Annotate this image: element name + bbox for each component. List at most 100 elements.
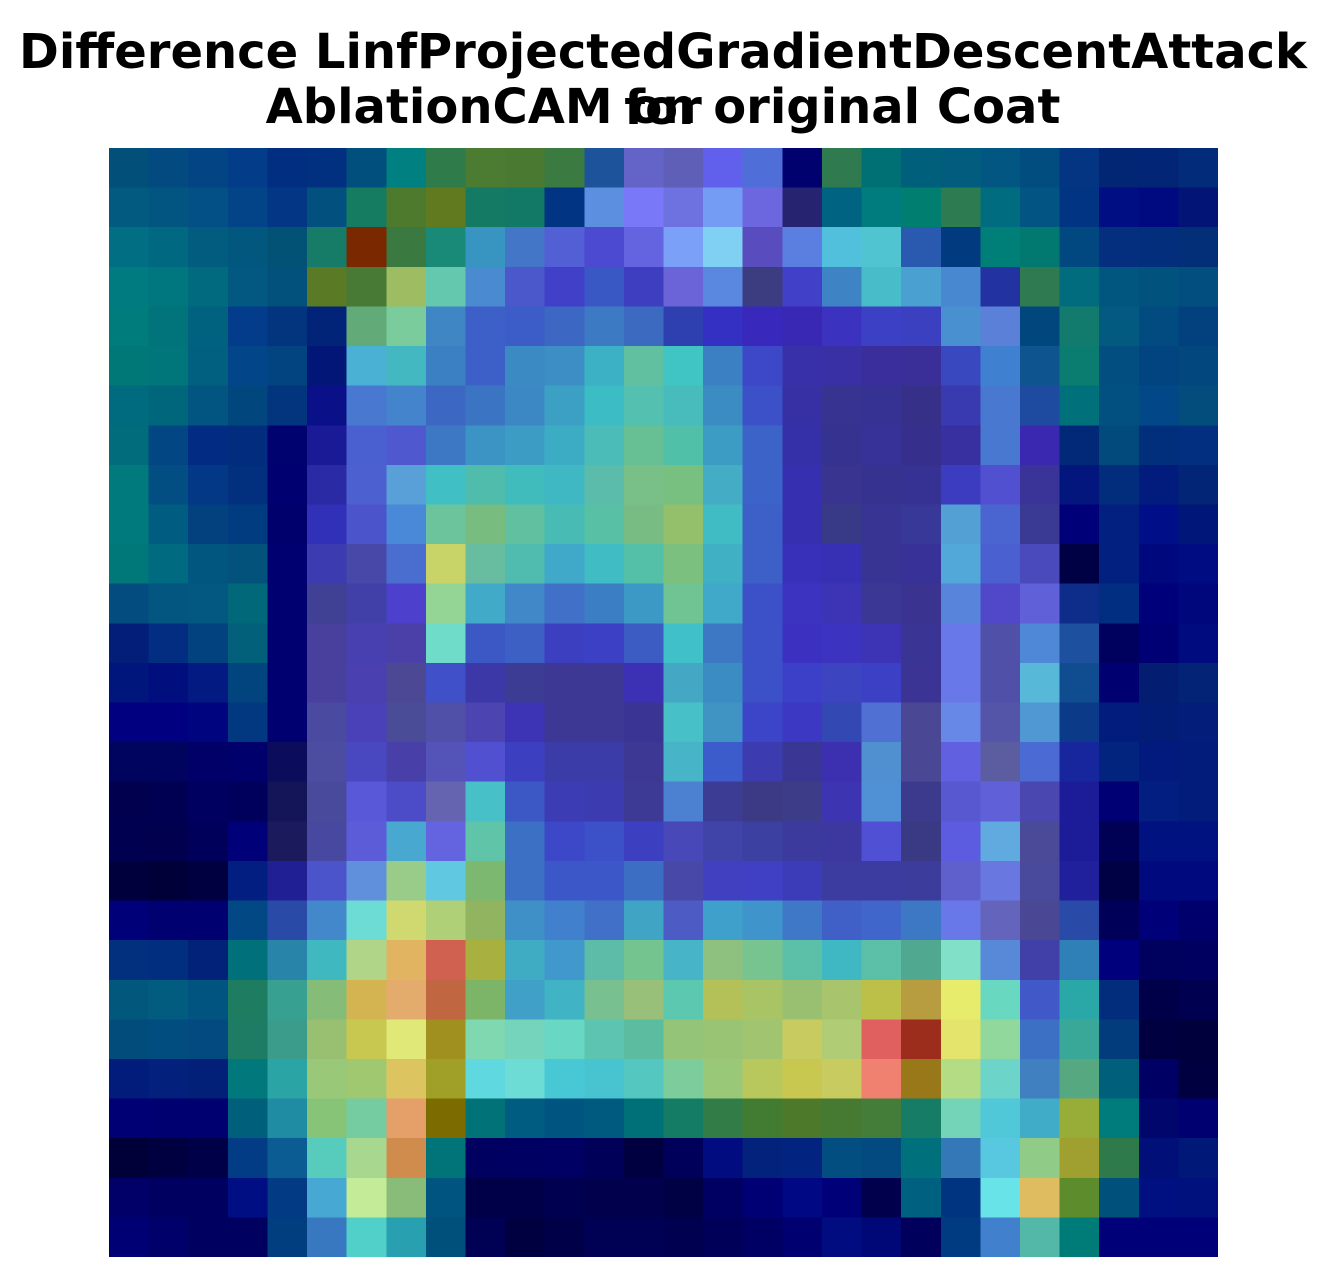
heatmap-cell <box>821 979 863 1020</box>
heatmap-cell <box>940 979 981 1020</box>
heatmap-cell <box>1099 266 1140 308</box>
heatmap-cell <box>1138 821 1179 862</box>
heatmap-cell <box>465 583 506 624</box>
heatmap-cell <box>584 504 625 545</box>
heatmap-cell <box>1059 979 1100 1020</box>
heatmap-cell <box>861 385 902 426</box>
heatmap-cell <box>1059 860 1100 902</box>
heatmap-cell <box>703 821 744 862</box>
heatmap-cell <box>821 781 863 822</box>
heatmap-cell <box>505 346 546 387</box>
heatmap-cell <box>901 623 942 664</box>
heatmap-cell <box>425 1058 467 1100</box>
heatmap-cell <box>1019 662 1061 704</box>
heatmap-cell <box>1099 583 1140 624</box>
heatmap-cell <box>901 346 942 387</box>
heatmap-cell <box>109 266 150 308</box>
heatmap-cell <box>346 148 387 189</box>
heatmap-cell <box>1099 1217 1140 1257</box>
heatmap-cell <box>703 900 744 941</box>
heatmap-cell <box>940 464 981 506</box>
heatmap-cell <box>307 306 348 347</box>
heatmap-cell <box>980 860 1021 902</box>
heatmap-cell <box>623 1177 665 1218</box>
heatmap-cell <box>346 940 387 981</box>
heatmap-cell <box>663 1098 704 1139</box>
heatmap-cell <box>584 464 625 506</box>
heatmap-cell <box>861 781 902 822</box>
heatmap-cell <box>109 702 150 743</box>
heatmap-cell <box>1019 504 1061 545</box>
heatmap-cell <box>148 702 189 743</box>
heatmap-cell <box>425 979 467 1020</box>
heatmap-cell <box>861 266 902 308</box>
heatmap-cell <box>227 306 269 347</box>
heatmap-cell <box>386 702 427 743</box>
heatmap-cell <box>1059 1019 1100 1060</box>
heatmap-cell <box>861 1058 902 1100</box>
heatmap-cell <box>148 821 189 862</box>
heatmap-cell <box>465 346 506 387</box>
heatmap-cell <box>1138 979 1179 1020</box>
heatmap-cell <box>346 821 387 862</box>
heatmap-cell <box>465 227 506 268</box>
heatmap-cell <box>505 1217 546 1257</box>
heatmap-cell <box>742 1098 783 1139</box>
heatmap-cell <box>465 504 506 545</box>
heatmap-cell <box>1178 742 1218 783</box>
heatmap-cell <box>782 821 823 862</box>
heatmap-cell <box>821 1058 863 1100</box>
heatmap-cell <box>1138 227 1179 268</box>
heatmap-cell <box>861 306 902 347</box>
heatmap-cell <box>1019 781 1061 822</box>
heatmap-cell <box>1019 148 1061 189</box>
heatmap-cell <box>505 781 546 822</box>
heatmap-cell <box>623 1138 665 1179</box>
heatmap-cell <box>782 1058 823 1100</box>
heatmap-cell <box>663 385 704 426</box>
heatmap-cell <box>742 544 783 585</box>
heatmap-cell <box>1099 821 1140 862</box>
heatmap-cell <box>861 227 902 268</box>
heatmap-cell <box>109 227 150 268</box>
heatmap-cell <box>109 148 150 189</box>
heatmap-cell <box>1059 148 1100 189</box>
heatmap-cell <box>465 187 506 228</box>
heatmap-cell <box>703 266 744 308</box>
heatmap-cell <box>742 583 783 624</box>
heatmap-cell <box>940 742 981 783</box>
heatmap-cell <box>623 1058 665 1100</box>
heatmap-cell <box>821 504 863 545</box>
heatmap-cell <box>544 1019 585 1060</box>
heatmap-cell <box>148 662 189 704</box>
heatmap-cell <box>386 464 427 506</box>
heatmap-cell <box>386 148 427 189</box>
heatmap-cell <box>544 979 585 1020</box>
heatmap-cell <box>465 900 506 941</box>
heatmap-cell <box>742 1217 783 1257</box>
heatmap-cell <box>980 1177 1021 1218</box>
heatmap-cell <box>861 187 902 228</box>
heatmap-cell <box>703 346 744 387</box>
heatmap-cell <box>148 544 189 585</box>
heatmap-cell <box>742 385 783 426</box>
heatmap-cell <box>307 266 348 308</box>
heatmap-cell <box>188 583 229 624</box>
heatmap-cell <box>1138 940 1179 981</box>
heatmap-cell <box>821 821 863 862</box>
heatmap-cell <box>623 781 665 822</box>
heatmap-cell <box>346 1217 387 1257</box>
heatmap-cell <box>1059 385 1100 426</box>
heatmap-cell <box>267 346 308 387</box>
heatmap-cell <box>663 860 704 902</box>
heatmap-cell <box>980 979 1021 1020</box>
heatmap-cell <box>861 544 902 585</box>
heatmap-cell <box>465 1019 506 1060</box>
heatmap-cell <box>109 306 150 347</box>
heatmap-cell <box>1099 979 1140 1020</box>
heatmap-cell <box>386 187 427 228</box>
heatmap-cell <box>584 702 625 743</box>
heatmap-cell <box>505 1019 546 1060</box>
heatmap-cell <box>703 425 744 466</box>
heatmap-cell <box>663 1058 704 1100</box>
